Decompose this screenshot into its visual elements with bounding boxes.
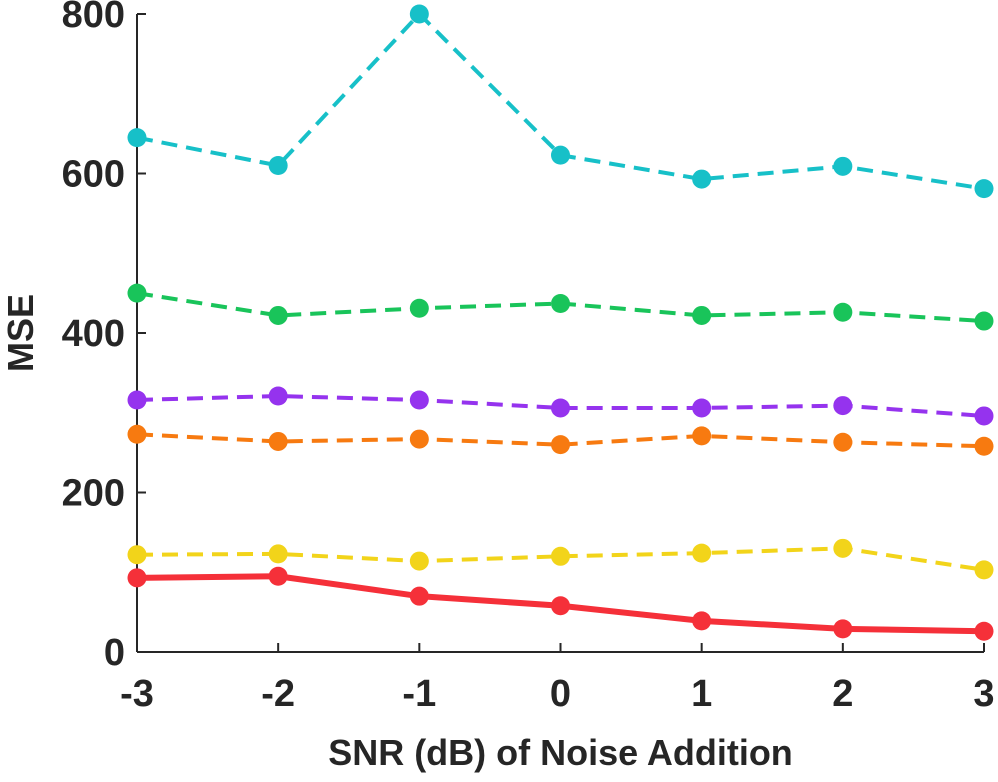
data-point-yellow [409,551,429,571]
x-tick-label: -3 [120,673,154,715]
data-point-yellow [974,560,994,580]
data-point-purple [268,386,288,406]
chart-series [127,4,994,641]
data-point-green [127,283,147,303]
data-point-red [409,586,429,606]
data-point-red [268,566,288,586]
series-green [127,283,994,331]
data-point-green [409,298,429,318]
chart-ticks: 0 200 400 600 800 -3 -2 -1 0 1 2 3 [62,0,995,715]
data-point-orange [127,424,147,444]
y-axis-label: MSE [0,294,41,372]
data-point-cyan [692,169,712,189]
y-tick-label: 600 [62,154,125,196]
x-tick-label: -1 [402,673,436,715]
data-point-cyan [974,179,994,199]
data-point-cyan [551,145,570,165]
y-tick-label: 400 [62,313,125,355]
series-red [127,566,994,641]
data-point-orange [551,435,570,455]
data-point-orange [974,436,994,456]
data-point-cyan [833,156,853,176]
data-point-red [692,611,712,631]
data-point-purple [551,398,570,418]
x-tick-label: 2 [832,673,853,715]
data-point-red [833,619,853,639]
y-tick-label: 200 [62,473,125,515]
series-purple [127,386,994,426]
data-point-green [268,305,288,325]
y-tick-label: 0 [104,632,125,674]
data-point-green [833,302,853,322]
data-point-orange [692,426,712,446]
data-point-cyan [127,128,147,148]
x-tick-label: 3 [973,673,994,715]
data-point-purple [833,396,853,416]
x-tick-label: -2 [261,673,295,715]
data-point-yellow [268,544,288,564]
x-axis-label: SNR (dB) of Noise Addition [328,732,793,773]
data-point-red [974,621,994,641]
data-point-yellow [127,545,147,565]
series-orange [127,424,994,456]
data-point-red [127,568,147,588]
y-tick-label: 800 [62,0,125,36]
data-point-orange [833,432,853,452]
data-point-cyan [409,4,429,24]
data-point-green [974,311,994,331]
data-point-yellow [551,546,570,566]
data-point-cyan [268,156,288,176]
x-tick-label: 0 [550,673,571,715]
x-tick-label: 1 [691,673,712,715]
data-point-orange [409,429,429,449]
data-point-purple [409,390,429,410]
data-point-yellow [692,543,712,563]
data-point-green [551,293,570,313]
data-point-yellow [833,538,853,558]
data-point-red [551,596,570,616]
series-yellow [127,538,994,580]
data-point-green [692,305,712,325]
data-point-purple [974,406,994,426]
data-point-purple [692,398,712,418]
series-cyan [127,4,994,199]
data-point-purple [127,390,147,410]
data-point-orange [268,431,288,451]
